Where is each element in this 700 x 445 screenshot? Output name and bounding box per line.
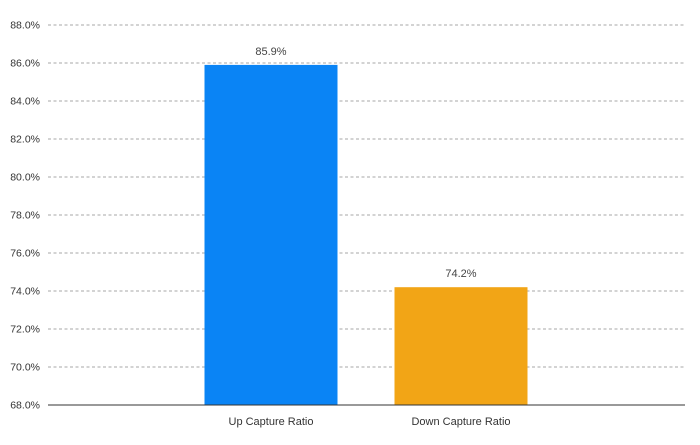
y-tick-label: 88.0% [10,20,40,32]
y-tick-label: 80.0% [10,172,40,184]
y-tick-label: 78.0% [10,210,40,222]
x-axis-category-labels: Up Capture Ratio Down Capture Ratio [229,416,511,428]
bar [394,287,528,405]
y-tick-label: 68.0% [10,400,40,412]
y-tick-label: 70.0% [10,362,40,374]
bar [204,64,338,406]
y-tick-label: 86.0% [10,58,40,70]
y-tick-label: 74.0% [10,286,40,298]
y-tick-label: 84.0% [10,96,40,108]
gridlines [48,24,685,368]
category-label: Down Capture Ratio [411,416,510,428]
bar-value-label: 74.2% [445,268,476,280]
y-tick-label: 76.0% [10,248,40,260]
y-tick-label: 72.0% [10,324,40,336]
data-labels: 85.9% 74.2% [255,46,476,280]
category-label: Up Capture Ratio [229,416,314,428]
y-axis-tick-labels: 68.0% 70.0% 72.0% 74.0% 76.0% 78.0% 80.0% 82.0%… [10,20,40,412]
bars [204,64,528,406]
y-tick-label: 82.0% [10,134,40,146]
bar-value-label: 85.9% [255,46,286,58]
